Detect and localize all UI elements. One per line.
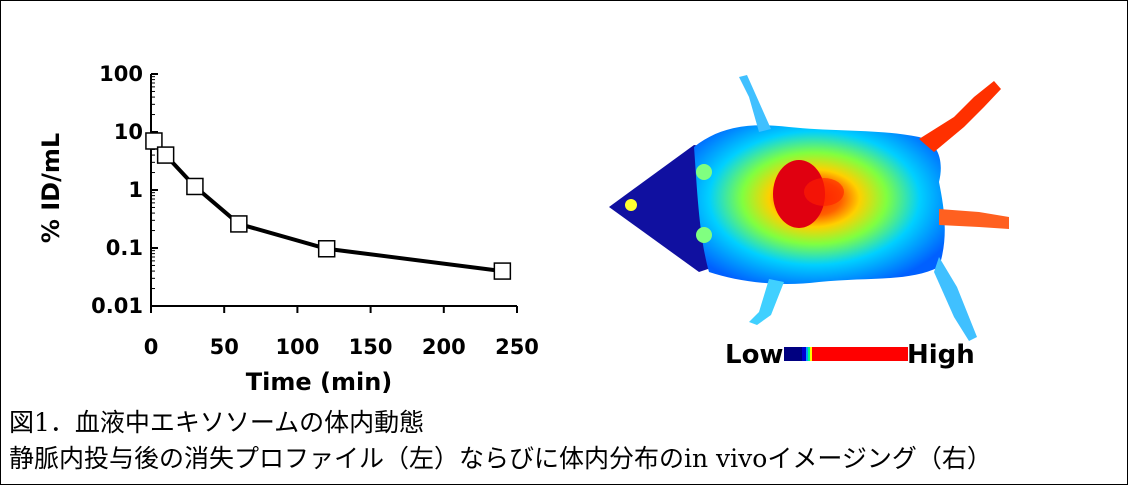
x-tick-label: 50 xyxy=(210,335,239,359)
y-tick-label: 100 xyxy=(99,62,143,86)
mouse-silhouette xyxy=(609,75,1009,341)
liver-hotspot xyxy=(773,160,825,228)
chart-series xyxy=(145,132,512,280)
color-scale-segment xyxy=(808,347,810,361)
y-tick-label: 1 xyxy=(128,178,143,202)
y-tick-label: 0.01 xyxy=(91,294,143,318)
color-scale-segment xyxy=(810,347,812,361)
legend-low-label: Low xyxy=(725,340,784,370)
y-tick-label: 0.1 xyxy=(106,236,143,260)
color-scale-segment xyxy=(784,347,802,361)
data-point xyxy=(317,240,336,258)
figure-caption-description: 静脈内投与後の消失プロファイル（左）ならびに体内分布のin vivoイメージング… xyxy=(9,444,992,473)
data-point xyxy=(230,215,248,233)
hind-left-limb xyxy=(919,81,1001,152)
eye-spot xyxy=(696,164,712,180)
spleen-hotspot xyxy=(804,178,844,206)
x-axis-label: Time (min) xyxy=(246,368,393,396)
data-point xyxy=(186,177,204,196)
x-tick-label: 100 xyxy=(275,335,319,359)
x-tick-label: 150 xyxy=(349,335,393,359)
x-tick-label: 250 xyxy=(495,335,539,359)
nose-spot xyxy=(625,199,637,211)
chart-axes xyxy=(150,73,518,313)
line-chart: 0.01 0.1 1 10 100 0 50 100 150 200 250 % ID/mL Ti… xyxy=(37,62,539,396)
snout-region xyxy=(609,145,714,272)
tail xyxy=(939,209,1009,229)
figure-caption-title: 図1．血液中エキソソームの体内動態 xyxy=(9,408,425,437)
color-scale-bar xyxy=(784,347,908,361)
front-left-limb xyxy=(739,75,771,132)
in-vivo-imaging xyxy=(609,75,1009,341)
front-right-limb xyxy=(749,279,784,325)
y-tick-labels: 0.01 0.1 1 10 100 xyxy=(91,62,143,318)
x-tick-label: 200 xyxy=(422,335,466,359)
x-tick-label: 0 xyxy=(144,335,159,359)
x-tick-labels: 0 50 100 150 200 250 xyxy=(144,335,539,359)
hind-right-limb xyxy=(934,257,977,341)
color-scale-segment xyxy=(802,347,806,361)
data-point xyxy=(145,132,163,150)
data-point xyxy=(156,146,175,164)
legend-high-label: High xyxy=(907,340,975,370)
color-scale-segment xyxy=(812,347,908,361)
color-scale-segment xyxy=(806,347,808,361)
y-tick-label: 10 xyxy=(114,120,143,144)
data-point xyxy=(493,262,512,280)
eye-spot-2 xyxy=(696,227,712,243)
y-axis-label: % ID/mL xyxy=(37,133,65,243)
